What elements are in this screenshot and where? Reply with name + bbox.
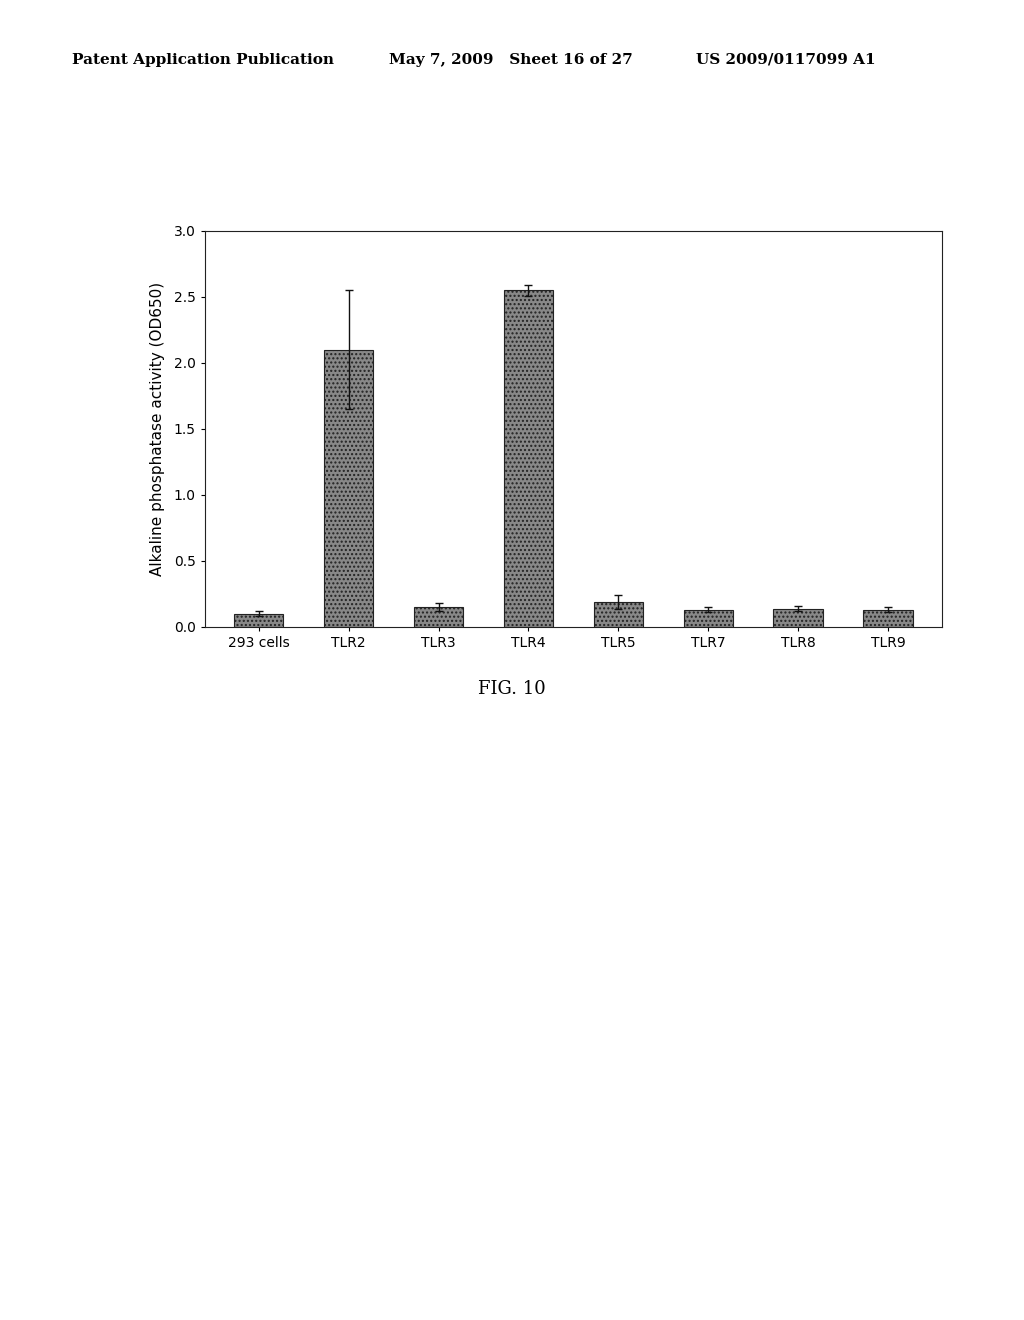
Bar [863, 610, 912, 627]
Bar [773, 609, 823, 627]
Bar [504, 290, 553, 627]
Bar [324, 350, 374, 627]
Text: May 7, 2009   Sheet 16 of 27: May 7, 2009 Sheet 16 of 27 [389, 53, 633, 67]
Text: US 2009/0117099 A1: US 2009/0117099 A1 [696, 53, 876, 67]
Bar [684, 610, 733, 627]
Bar [414, 607, 463, 627]
Bar [594, 602, 643, 627]
Text: Patent Application Publication: Patent Application Publication [72, 53, 334, 67]
Bar [234, 614, 284, 627]
Text: FIG. 10: FIG. 10 [478, 680, 546, 698]
Y-axis label: Alkaline phosphatase activity (OD650): Alkaline phosphatase activity (OD650) [151, 282, 166, 576]
